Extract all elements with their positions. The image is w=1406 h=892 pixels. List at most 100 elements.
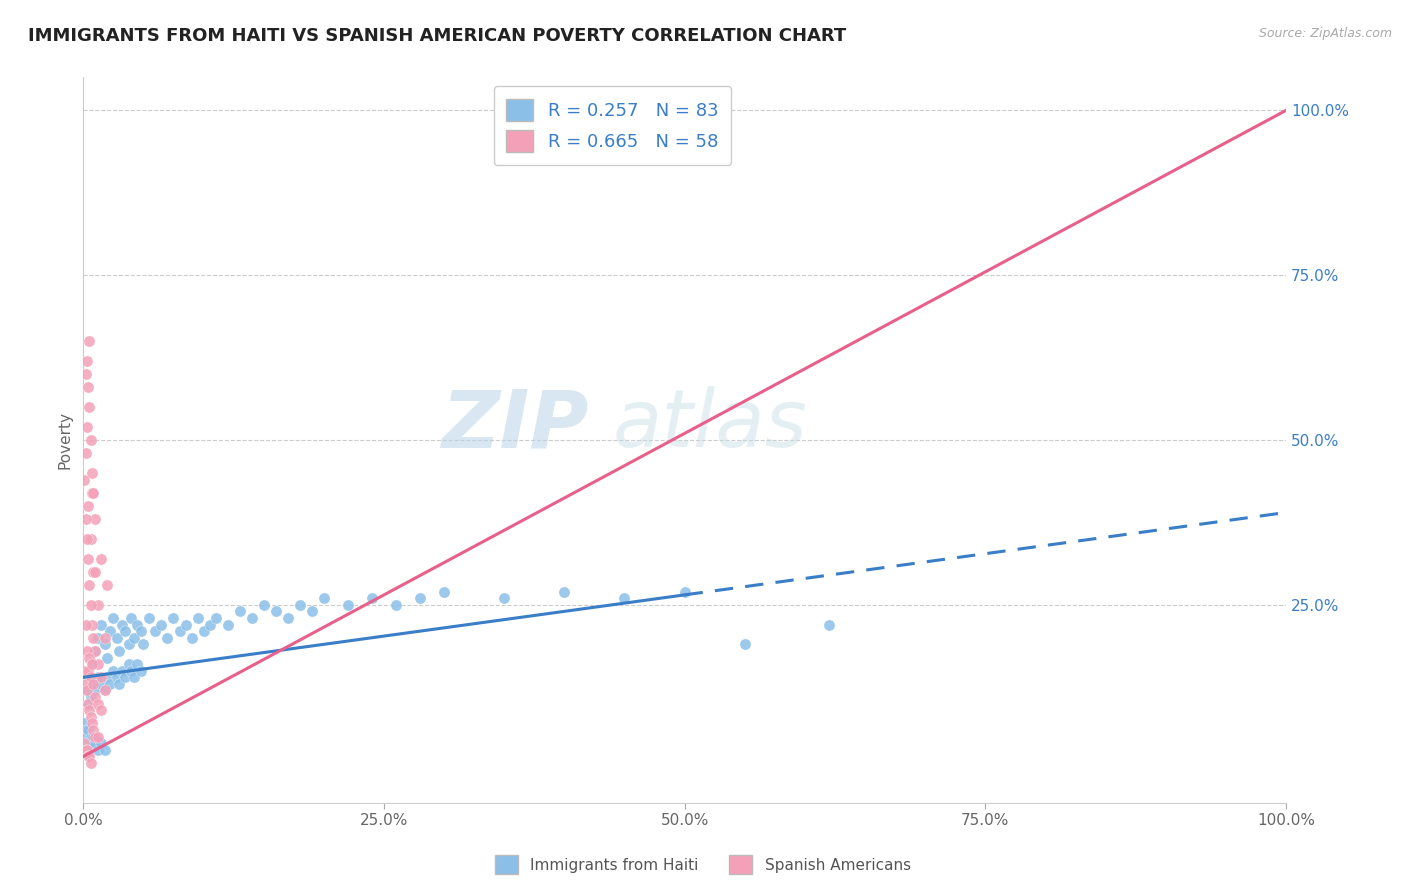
- Point: [193, 624, 215, 639]
- Point: [228, 604, 250, 618]
- Point: [409, 591, 432, 606]
- Point: [336, 598, 359, 612]
- Point: [82, 730, 104, 744]
- Point: [73, 664, 96, 678]
- Point: [673, 584, 696, 599]
- Point: [87, 743, 110, 757]
- Point: [145, 624, 167, 639]
- Point: [75, 723, 97, 737]
- Point: [127, 657, 149, 672]
- Point: [73, 736, 96, 750]
- Point: [169, 624, 191, 639]
- Point: [80, 617, 103, 632]
- Point: [94, 683, 117, 698]
- Legend: R = 0.257   N = 83, R = 0.665   N = 58: R = 0.257 N = 83, R = 0.665 N = 58: [494, 87, 731, 165]
- Point: [156, 631, 179, 645]
- Point: [122, 631, 145, 645]
- Point: [264, 604, 287, 618]
- Point: [87, 670, 110, 684]
- Point: [79, 703, 101, 717]
- Text: ZIP: ZIP: [441, 386, 589, 465]
- Point: [94, 631, 117, 645]
- Point: [105, 670, 128, 684]
- Point: [87, 657, 110, 672]
- Point: [79, 670, 101, 684]
- Point: [96, 578, 118, 592]
- Point: [79, 433, 101, 447]
- Point: [120, 664, 142, 678]
- Point: [76, 644, 98, 658]
- Point: [75, 367, 97, 381]
- Point: [77, 697, 100, 711]
- Point: [77, 664, 100, 678]
- Point: [75, 617, 97, 632]
- Point: [94, 683, 117, 698]
- Point: [77, 697, 100, 711]
- Point: [77, 749, 100, 764]
- Point: [361, 591, 384, 606]
- Point: [79, 710, 101, 724]
- Point: [84, 736, 107, 750]
- Point: [79, 400, 101, 414]
- Point: [79, 756, 101, 770]
- Point: [79, 736, 101, 750]
- Point: [90, 670, 112, 684]
- Point: [103, 611, 125, 625]
- Point: [84, 644, 107, 658]
- Point: [253, 598, 276, 612]
- Point: [312, 591, 335, 606]
- Point: [77, 723, 100, 737]
- Point: [96, 650, 118, 665]
- Point: [73, 473, 96, 487]
- Point: [84, 683, 107, 698]
- Point: [79, 749, 101, 764]
- Point: [87, 598, 110, 612]
- Point: [122, 670, 145, 684]
- Point: [73, 716, 96, 731]
- Point: [84, 565, 107, 579]
- Text: IMMIGRANTS FROM HAITI VS SPANISH AMERICAN POVERTY CORRELATION CHART: IMMIGRANTS FROM HAITI VS SPANISH AMERICA…: [28, 27, 846, 45]
- Point: [76, 730, 98, 744]
- Point: [76, 354, 98, 368]
- Point: [84, 690, 107, 704]
- Point: [98, 677, 121, 691]
- Point: [84, 730, 107, 744]
- Point: [150, 617, 173, 632]
- Point: [132, 637, 155, 651]
- Point: [494, 591, 516, 606]
- Text: Source: ZipAtlas.com: Source: ZipAtlas.com: [1258, 27, 1392, 40]
- Point: [75, 677, 97, 691]
- Point: [129, 664, 152, 678]
- Point: [75, 512, 97, 526]
- Point: [79, 334, 101, 348]
- Point: [613, 591, 636, 606]
- Point: [301, 604, 323, 618]
- Point: [79, 532, 101, 546]
- Y-axis label: Poverty: Poverty: [58, 411, 72, 469]
- Point: [75, 446, 97, 460]
- Point: [94, 637, 117, 651]
- Point: [108, 677, 131, 691]
- Point: [553, 584, 575, 599]
- Point: [76, 683, 98, 698]
- Point: [80, 485, 103, 500]
- Point: [734, 637, 756, 651]
- Point: [79, 690, 101, 704]
- Point: [198, 617, 221, 632]
- Point: [82, 631, 104, 645]
- Point: [90, 551, 112, 566]
- Point: [87, 730, 110, 744]
- Point: [111, 664, 134, 678]
- Point: [76, 419, 98, 434]
- Point: [90, 736, 112, 750]
- Point: [75, 683, 97, 698]
- Point: [76, 532, 98, 546]
- Point: [79, 650, 101, 665]
- Point: [385, 598, 408, 612]
- Point: [111, 617, 134, 632]
- Point: [90, 617, 112, 632]
- Point: [162, 611, 184, 625]
- Point: [187, 611, 209, 625]
- Point: [114, 670, 136, 684]
- Point: [103, 664, 125, 678]
